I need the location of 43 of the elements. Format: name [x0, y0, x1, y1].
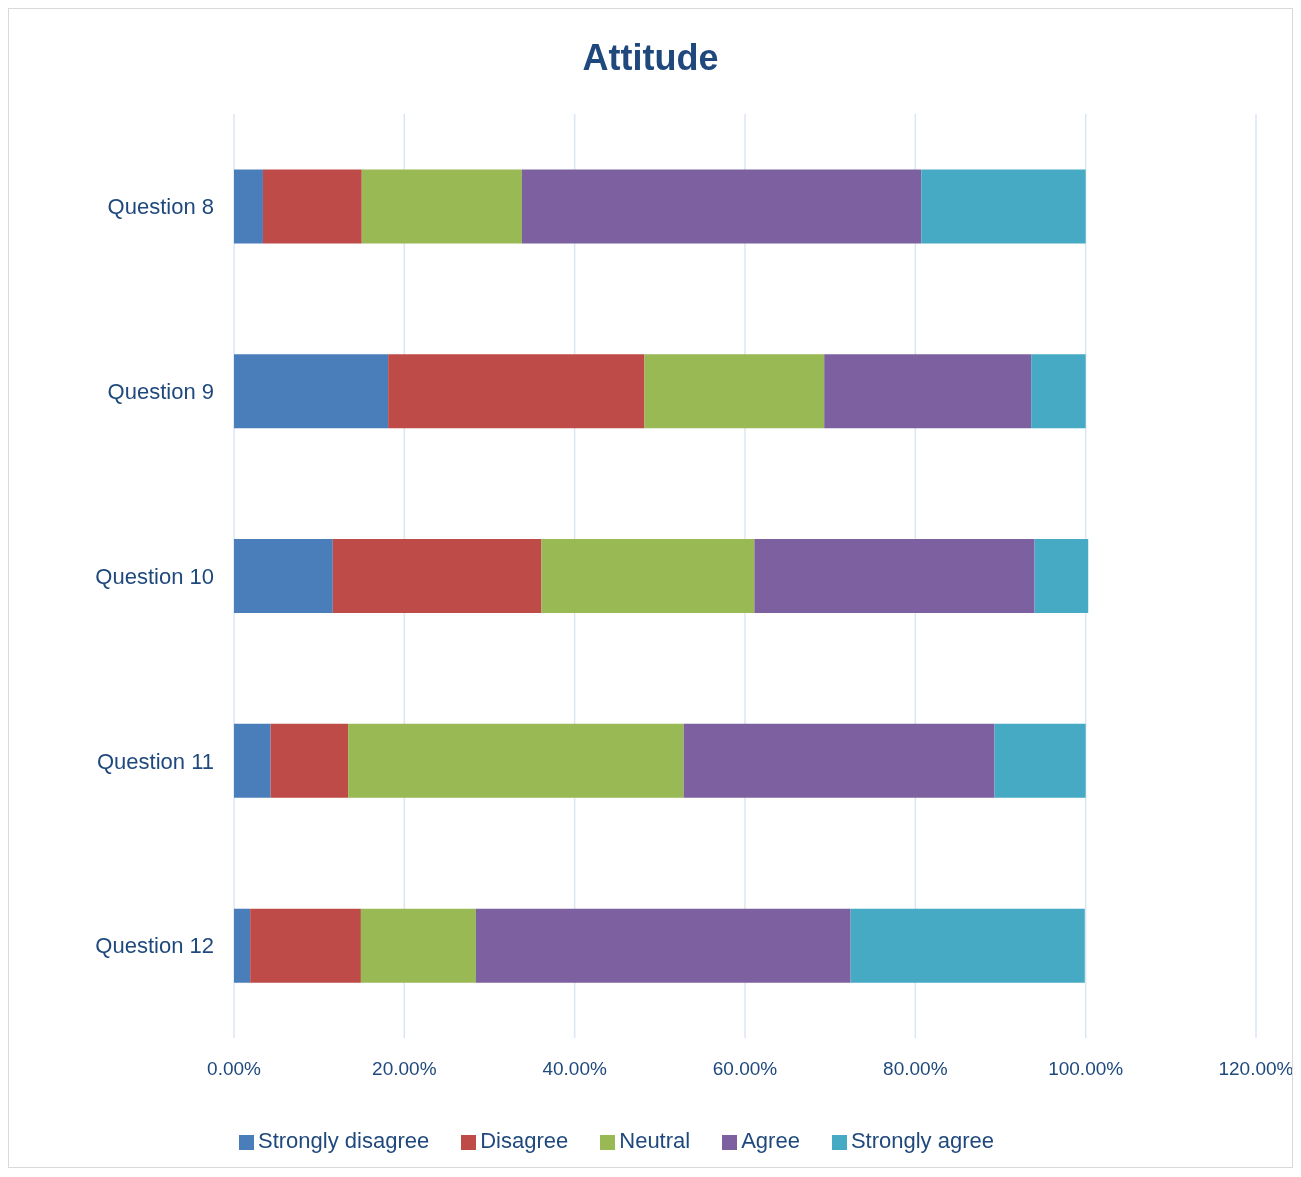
- bar: [361, 169, 522, 244]
- bar: [388, 354, 645, 429]
- bar: [850, 908, 1085, 983]
- legend-label: Strongly disagree: [258, 1128, 430, 1153]
- bar: [234, 169, 263, 244]
- x-tick-label: 100.00%: [1048, 1058, 1124, 1080]
- bar: [360, 908, 476, 983]
- bar: [754, 539, 1035, 614]
- legend-label: Agree: [741, 1128, 800, 1153]
- bar: [994, 723, 1086, 798]
- bar: [475, 908, 851, 983]
- x-tick-label: 80.00%: [883, 1058, 948, 1080]
- y-tick-label: Question 12: [95, 933, 214, 959]
- legend-label: Disagree: [480, 1128, 569, 1153]
- chart-title: Attitude: [581, 36, 720, 80]
- bar: [824, 354, 1032, 429]
- y-tick-label: Question 11: [96, 748, 214, 774]
- x-tick-label: 20.00%: [372, 1058, 437, 1080]
- bar: [1034, 539, 1089, 614]
- bar: [644, 354, 825, 429]
- bar: [921, 169, 1086, 244]
- bar: [521, 169, 922, 244]
- x-tick-label: 60.00%: [712, 1058, 778, 1080]
- bar: [234, 354, 389, 429]
- legend-label: Neutral: [619, 1128, 691, 1153]
- bar: [250, 908, 361, 983]
- x-tick-label: 40.00%: [542, 1058, 607, 1080]
- bar: [541, 539, 755, 614]
- legend-label: Strongly agree: [850, 1128, 994, 1153]
- bar: [234, 539, 333, 614]
- x-tick-label: 0.00%: [207, 1058, 262, 1080]
- y-tick-label: Question 9: [107, 379, 214, 405]
- y-tick-label: Question 8: [107, 194, 214, 220]
- bar: [1031, 354, 1086, 429]
- bar: [683, 723, 995, 798]
- bar: [234, 908, 251, 983]
- bar: [348, 723, 684, 798]
- bar: [270, 723, 349, 798]
- y-tick-label: Question 10: [95, 563, 214, 589]
- bar: [234, 723, 271, 798]
- bar: [332, 539, 542, 614]
- bar: [262, 169, 362, 244]
- x-tick-label: 120.00%: [1218, 1058, 1294, 1080]
